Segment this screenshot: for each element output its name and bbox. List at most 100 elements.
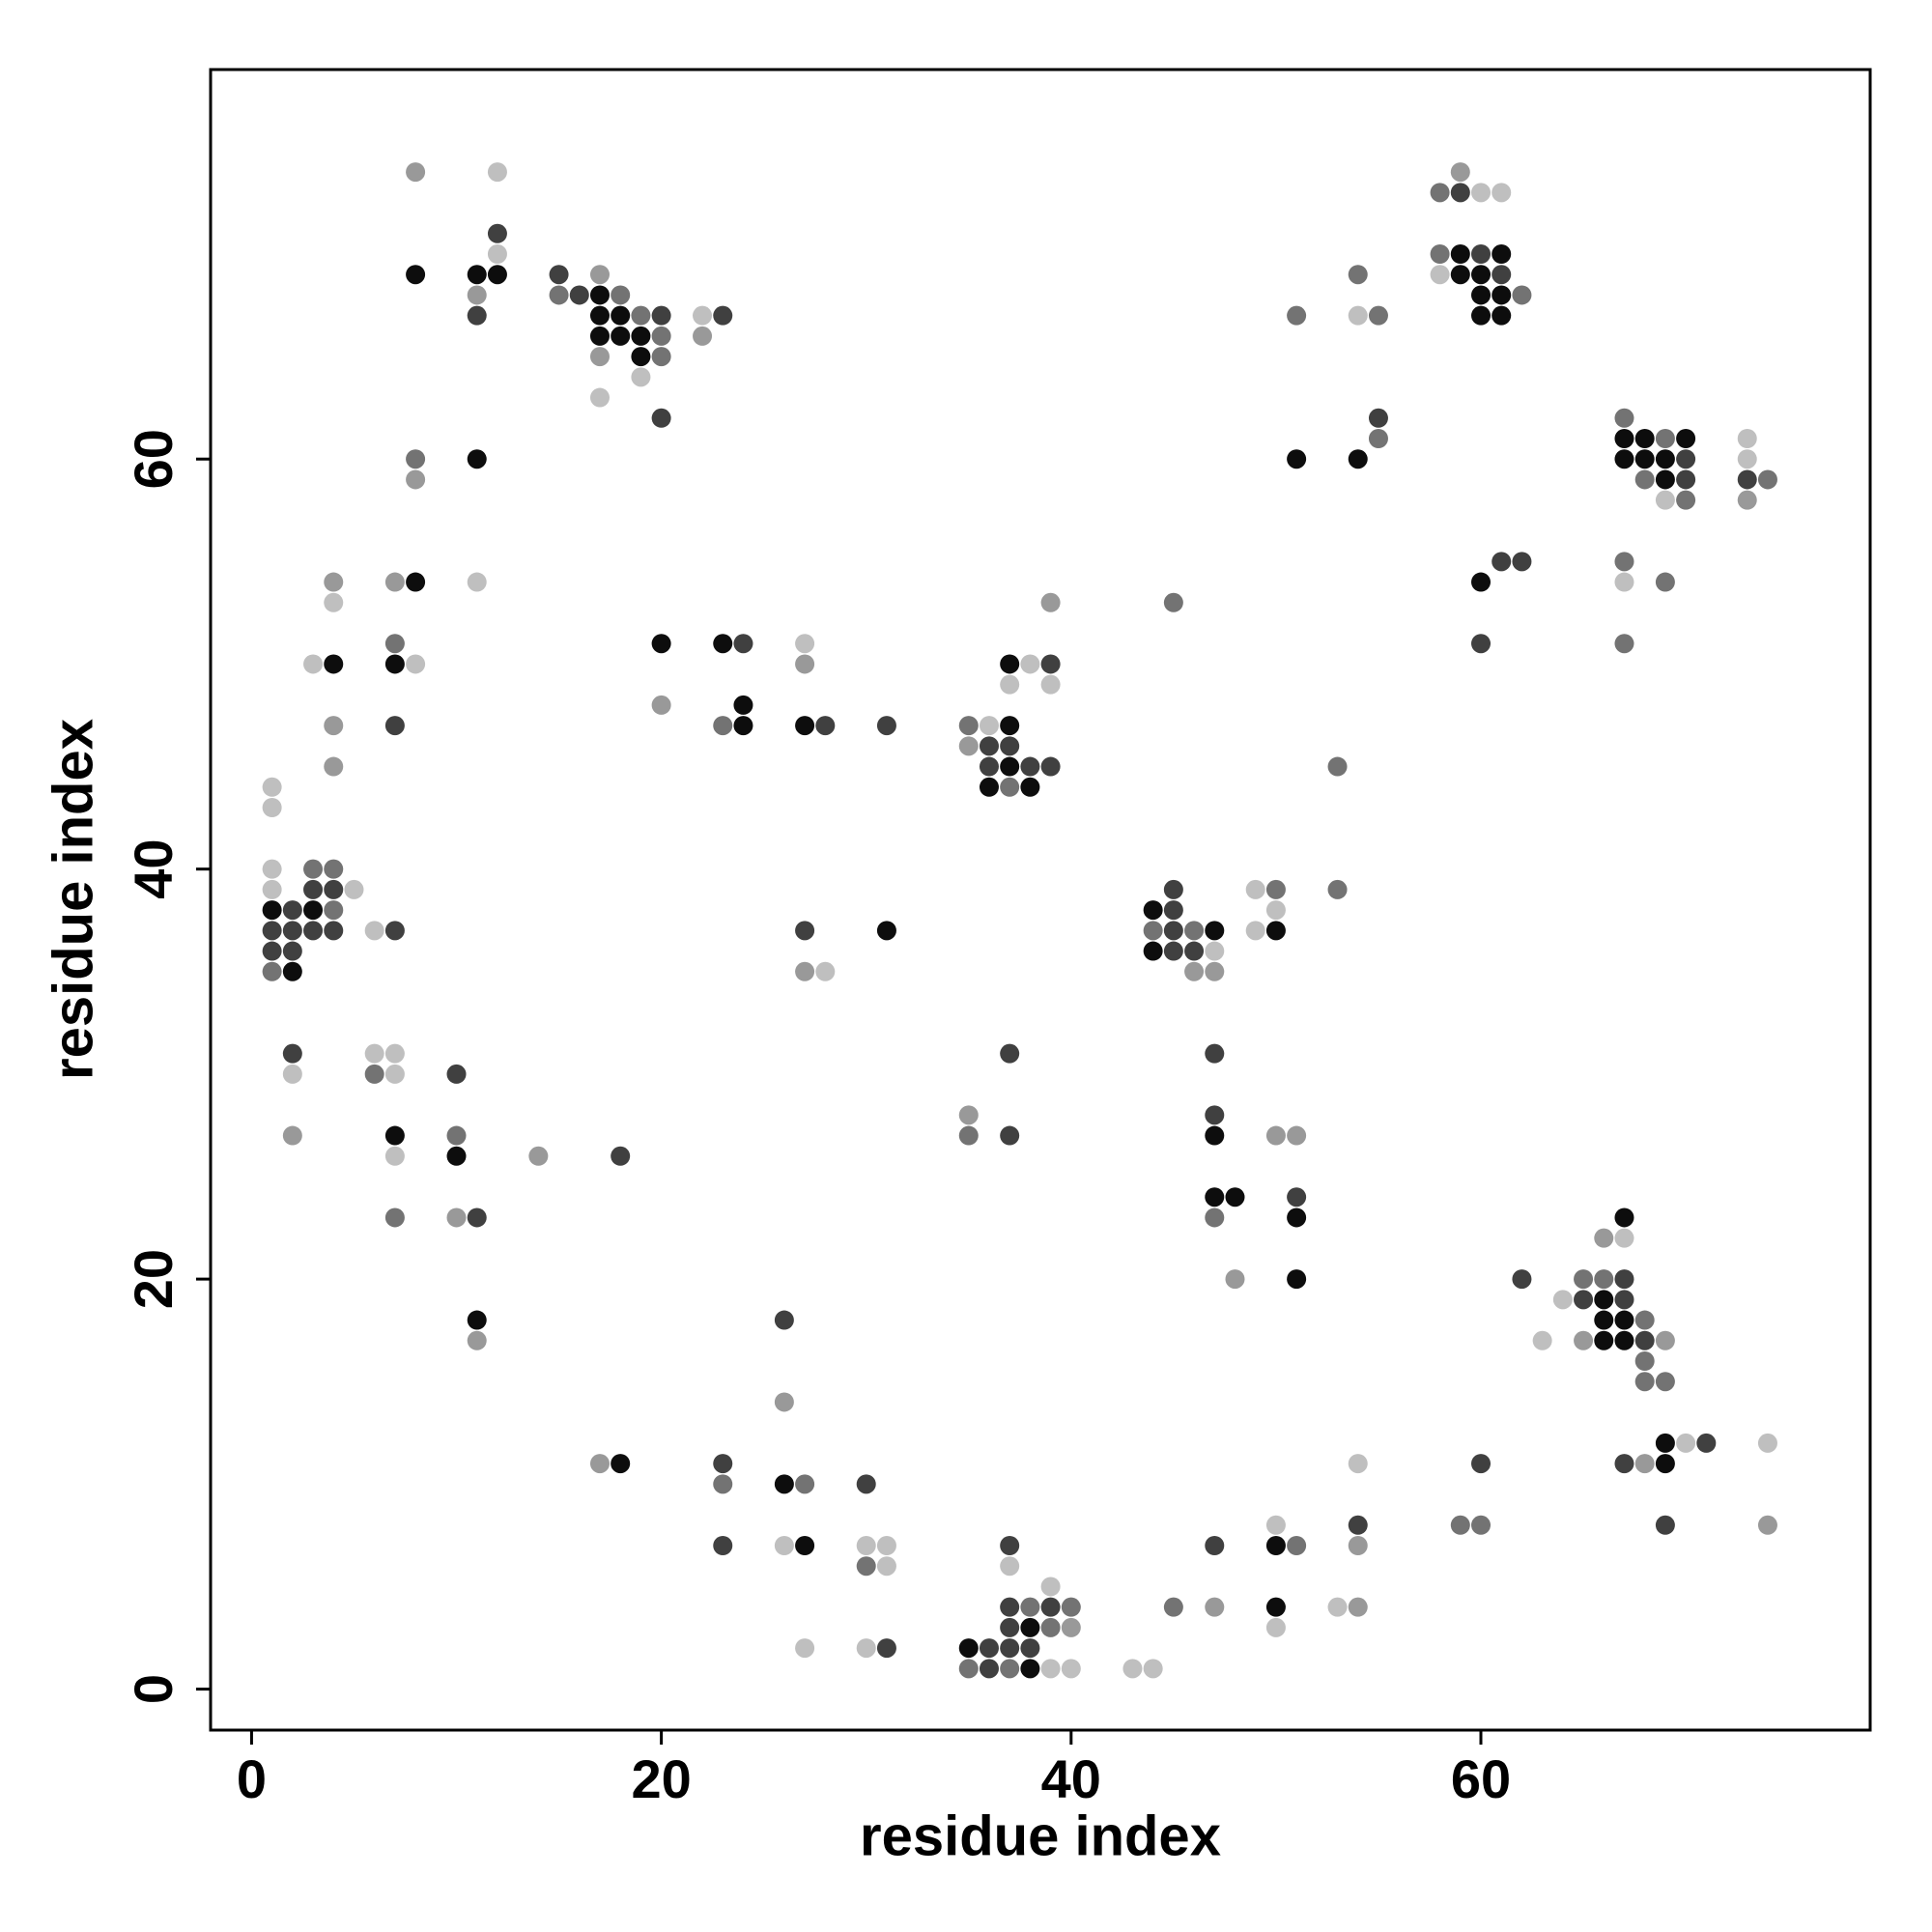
point — [384, 1064, 405, 1084]
point — [774, 1474, 794, 1494]
point — [364, 1043, 384, 1064]
point — [282, 1125, 302, 1146]
point — [958, 716, 979, 736]
point — [856, 1474, 876, 1494]
point — [589, 1454, 610, 1474]
point — [1634, 1351, 1655, 1371]
point — [282, 1043, 302, 1064]
point — [324, 654, 344, 674]
point — [446, 1208, 467, 1228]
point — [1061, 1597, 1081, 1617]
point — [1614, 552, 1634, 572]
point — [1265, 1617, 1286, 1637]
point — [324, 921, 344, 941]
point — [713, 1474, 733, 1494]
point — [795, 1474, 815, 1494]
point — [1471, 634, 1492, 654]
point — [406, 265, 426, 285]
point — [876, 1638, 896, 1659]
point — [1000, 1597, 1020, 1617]
point — [1020, 1659, 1040, 1679]
point — [651, 305, 671, 326]
point — [1020, 777, 1040, 797]
point — [303, 921, 324, 941]
point — [1143, 921, 1163, 941]
point — [958, 1105, 979, 1125]
point — [549, 285, 569, 305]
point — [1327, 879, 1348, 899]
point — [1634, 429, 1655, 448]
x-tick-label: 40 — [1041, 1748, 1101, 1809]
point — [774, 1392, 794, 1412]
point — [384, 1146, 405, 1166]
point — [1532, 1330, 1552, 1350]
point — [631, 326, 651, 346]
point — [1655, 1515, 1675, 1535]
point — [1040, 1577, 1061, 1597]
point — [1737, 449, 1757, 469]
point — [958, 1659, 979, 1679]
point — [1205, 1043, 1225, 1064]
point — [1450, 265, 1470, 285]
point — [1757, 469, 1777, 490]
point — [1163, 592, 1183, 612]
point — [1287, 449, 1307, 469]
point — [611, 326, 631, 346]
point — [262, 900, 282, 921]
point — [958, 736, 979, 756]
point — [876, 1556, 896, 1577]
point — [1676, 429, 1696, 448]
point — [1492, 285, 1512, 305]
point — [774, 1536, 794, 1555]
point — [1000, 1043, 1020, 1064]
point — [487, 244, 507, 264]
point — [1000, 674, 1020, 695]
point — [406, 449, 426, 469]
point — [1655, 490, 1675, 510]
point — [589, 347, 610, 367]
point — [651, 695, 671, 715]
point — [1552, 1290, 1573, 1310]
point — [795, 1638, 815, 1659]
point — [1492, 305, 1512, 326]
point — [1757, 1433, 1777, 1453]
point — [1205, 1208, 1225, 1228]
point — [815, 716, 836, 736]
point — [1205, 1536, 1225, 1555]
point — [1184, 921, 1205, 941]
point — [589, 285, 610, 305]
point — [1471, 244, 1492, 264]
point — [1287, 305, 1307, 326]
point — [1471, 265, 1492, 285]
point — [1655, 1454, 1675, 1474]
point — [631, 367, 651, 387]
point — [1368, 305, 1388, 326]
point — [1040, 1659, 1061, 1679]
point — [1265, 879, 1286, 899]
point — [1471, 285, 1492, 305]
point — [713, 1454, 733, 1474]
point — [1163, 879, 1183, 899]
point — [324, 879, 344, 899]
point — [1614, 1454, 1634, 1474]
point — [303, 900, 324, 921]
point — [262, 961, 282, 981]
point — [1061, 1617, 1081, 1637]
point — [713, 1536, 733, 1555]
point — [1614, 1330, 1634, 1350]
point — [487, 162, 507, 183]
y-tick-label: 40 — [123, 839, 184, 899]
point — [1614, 429, 1634, 448]
point — [1327, 1597, 1348, 1617]
point — [1143, 1659, 1163, 1679]
point — [1348, 265, 1368, 285]
point — [1163, 941, 1183, 961]
plot-frame — [209, 68, 1872, 1732]
point — [1614, 1310, 1634, 1330]
point — [958, 1125, 979, 1146]
point — [1471, 572, 1492, 592]
point — [1265, 921, 1286, 941]
point — [856, 1556, 876, 1577]
point — [795, 716, 815, 736]
